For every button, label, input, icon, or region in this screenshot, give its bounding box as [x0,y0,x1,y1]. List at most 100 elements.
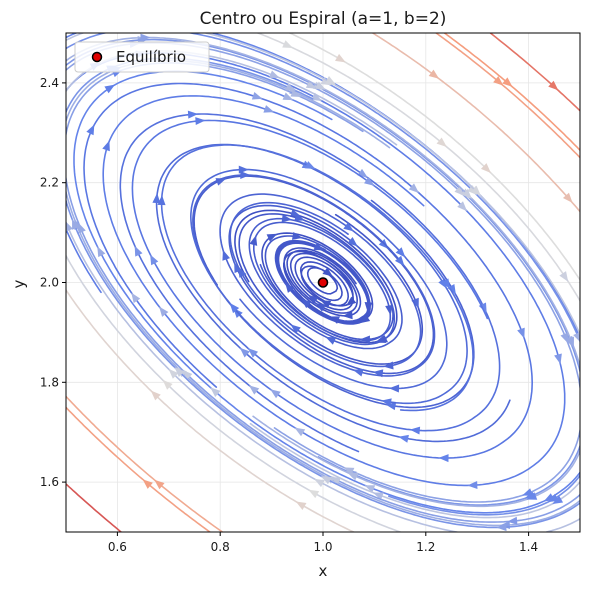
y-tick-label: 2.2 [40,176,59,190]
streamline-arrow [304,161,316,169]
streamline-arrow [359,314,371,324]
x-tick-label: 0.8 [211,540,230,554]
streamline-arrow [86,124,95,136]
streamline-arrow [66,221,73,232]
streamline-arrow [454,186,465,196]
x-tick-label: 0.6 [108,540,127,554]
streamline-arrow [566,336,574,348]
streamline-arrow [398,434,409,443]
streamline [119,113,501,453]
streamline-arrow [97,246,106,258]
streamline-arrow [104,84,115,94]
streamline-arrow [195,117,206,126]
streamline-arrow [305,80,317,89]
streamline [66,482,123,532]
axis-ticks: 0.6 0.8 1.0 1.2 1.4 1.6 1.8 2.0 2.2 2.4 [40,76,538,554]
streamline-arrow [290,324,301,334]
streamline-arrow [502,77,513,87]
streamline-arrow [268,70,280,78]
streamline-arrow [325,336,337,345]
x-tick-label: 1.4 [519,540,538,554]
streamline-arrow [377,335,389,344]
streamline [66,395,224,532]
streamline-arrow [381,398,392,407]
streamline-arrow [315,303,326,312]
streamline-arrow [462,189,472,199]
streamline-arrow [522,488,533,496]
streamline-arrow [308,489,320,499]
streamline-arrow [352,368,364,377]
streamline-arrow [210,387,221,397]
legend-box [74,41,210,73]
streamline-arrow [142,479,153,489]
streamline-arrow [131,292,141,304]
streamline-arrow [290,89,302,97]
streamline-arrow [154,479,165,490]
streamline-arrow [322,267,333,277]
streamline-arrow [373,492,384,500]
streamline [83,82,534,459]
streamline-arrow [436,137,447,147]
streamline-arrow [364,301,373,313]
streamline [66,49,580,532]
streamline [287,33,580,282]
streamline-arrow [229,302,240,314]
streamline-arrow [266,233,278,242]
streamline-arrow [467,481,478,490]
streamline-arrow [496,523,507,532]
x-tick-label: 1.2 [416,540,435,554]
streamline [66,36,580,508]
streamline [443,33,580,152]
streamline-arrow [507,516,518,525]
streamline [66,288,356,532]
streamline-arrow [364,485,376,493]
streamline [66,406,212,532]
streamline-arrow [394,255,405,267]
streamline-arrow [457,201,468,212]
streamline-arrow [240,170,251,179]
streamline-arrow [480,163,491,173]
y-tick-label: 1.6 [40,475,59,489]
streamline [66,59,580,527]
chart-title: Centro ou Espiral (a=1, b=2) [200,9,447,29]
x-tick-label: 1.0 [313,540,332,554]
streamline-arrow [282,40,293,48]
streamline-arrow [247,348,259,358]
x-axis-label: x [319,562,328,580]
streamline-arrow [383,361,394,370]
streamline-arrow [150,254,159,266]
streamline-arrow [559,271,569,282]
streamline-arrow [428,69,440,79]
streamline-arrow [152,193,161,204]
streamline-arrow [438,454,449,463]
y-tick-label: 1.8 [40,375,59,389]
streamline-arrow [548,80,559,91]
streamline-arrow [281,214,293,223]
streamline [238,213,424,365]
streamline-arrow [282,92,294,101]
streamline-arrow [263,105,275,113]
streamline-arrow [471,186,481,196]
legend-label: Equilíbrio [116,48,186,66]
streamline-arrow [239,347,250,358]
streamline-arrow [72,219,80,230]
streamline-arrow [554,353,562,365]
streamline-arrow [150,390,161,401]
y-tick-label: 2.4 [40,76,59,90]
streamline-arrow [320,476,332,485]
streamline-arrow [441,278,451,289]
streamline-arrow [248,385,260,395]
streamline-arrow [251,91,263,100]
streamline-arrow [320,300,332,309]
streamline-arrow [249,235,258,246]
streamline-arrow [346,296,357,307]
streamline-arrow [389,384,400,393]
streamline-arrow [447,284,456,295]
y-tick-label: 2.0 [40,276,59,290]
streamline-arrow [347,472,359,481]
streamline-arrow [562,192,573,203]
streamline [66,33,580,519]
streamline-arrow [313,242,325,251]
streamline-arrow [330,476,342,485]
